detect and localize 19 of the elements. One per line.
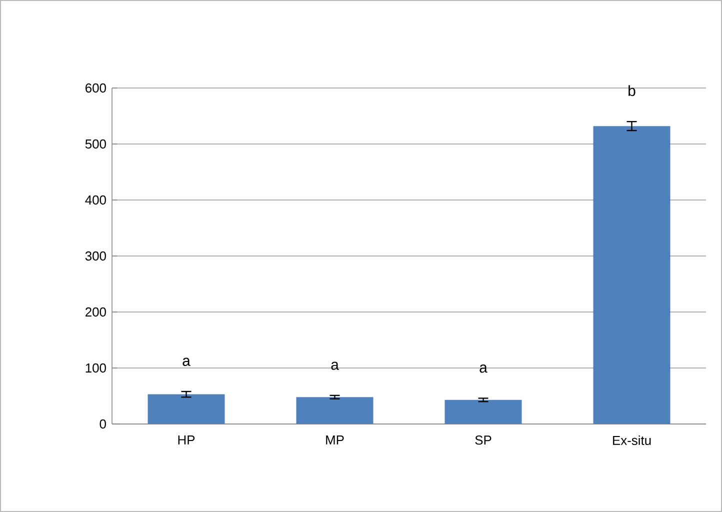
- x-tick-label: SP: [475, 436, 492, 445]
- bar: [444, 400, 522, 424]
- x-tick-label: MP: [326, 436, 344, 444]
- annotation: a: [182, 358, 190, 366]
- bar: [148, 394, 225, 424]
- y-tick-label: 100: [86, 363, 106, 373]
- bar: [296, 397, 374, 424]
- annotation: b: [628, 85, 636, 96]
- y-tick-label: 600: [86, 83, 106, 93]
- bar: [593, 126, 670, 424]
- annotation: a: [480, 364, 488, 373]
- y-tick-label: 500: [85, 139, 106, 149]
- y-tick-label: 0: [100, 419, 106, 429]
- x-tick-label: HP: [178, 436, 195, 444]
- y-tick-label: 300: [85, 251, 106, 261]
- annotation: a: [331, 362, 339, 370]
- y-tick-label: 400: [85, 195, 106, 205]
- y-tick-label: 200: [86, 307, 106, 317]
- x-tick-label: Ex-situ: [613, 436, 651, 446]
